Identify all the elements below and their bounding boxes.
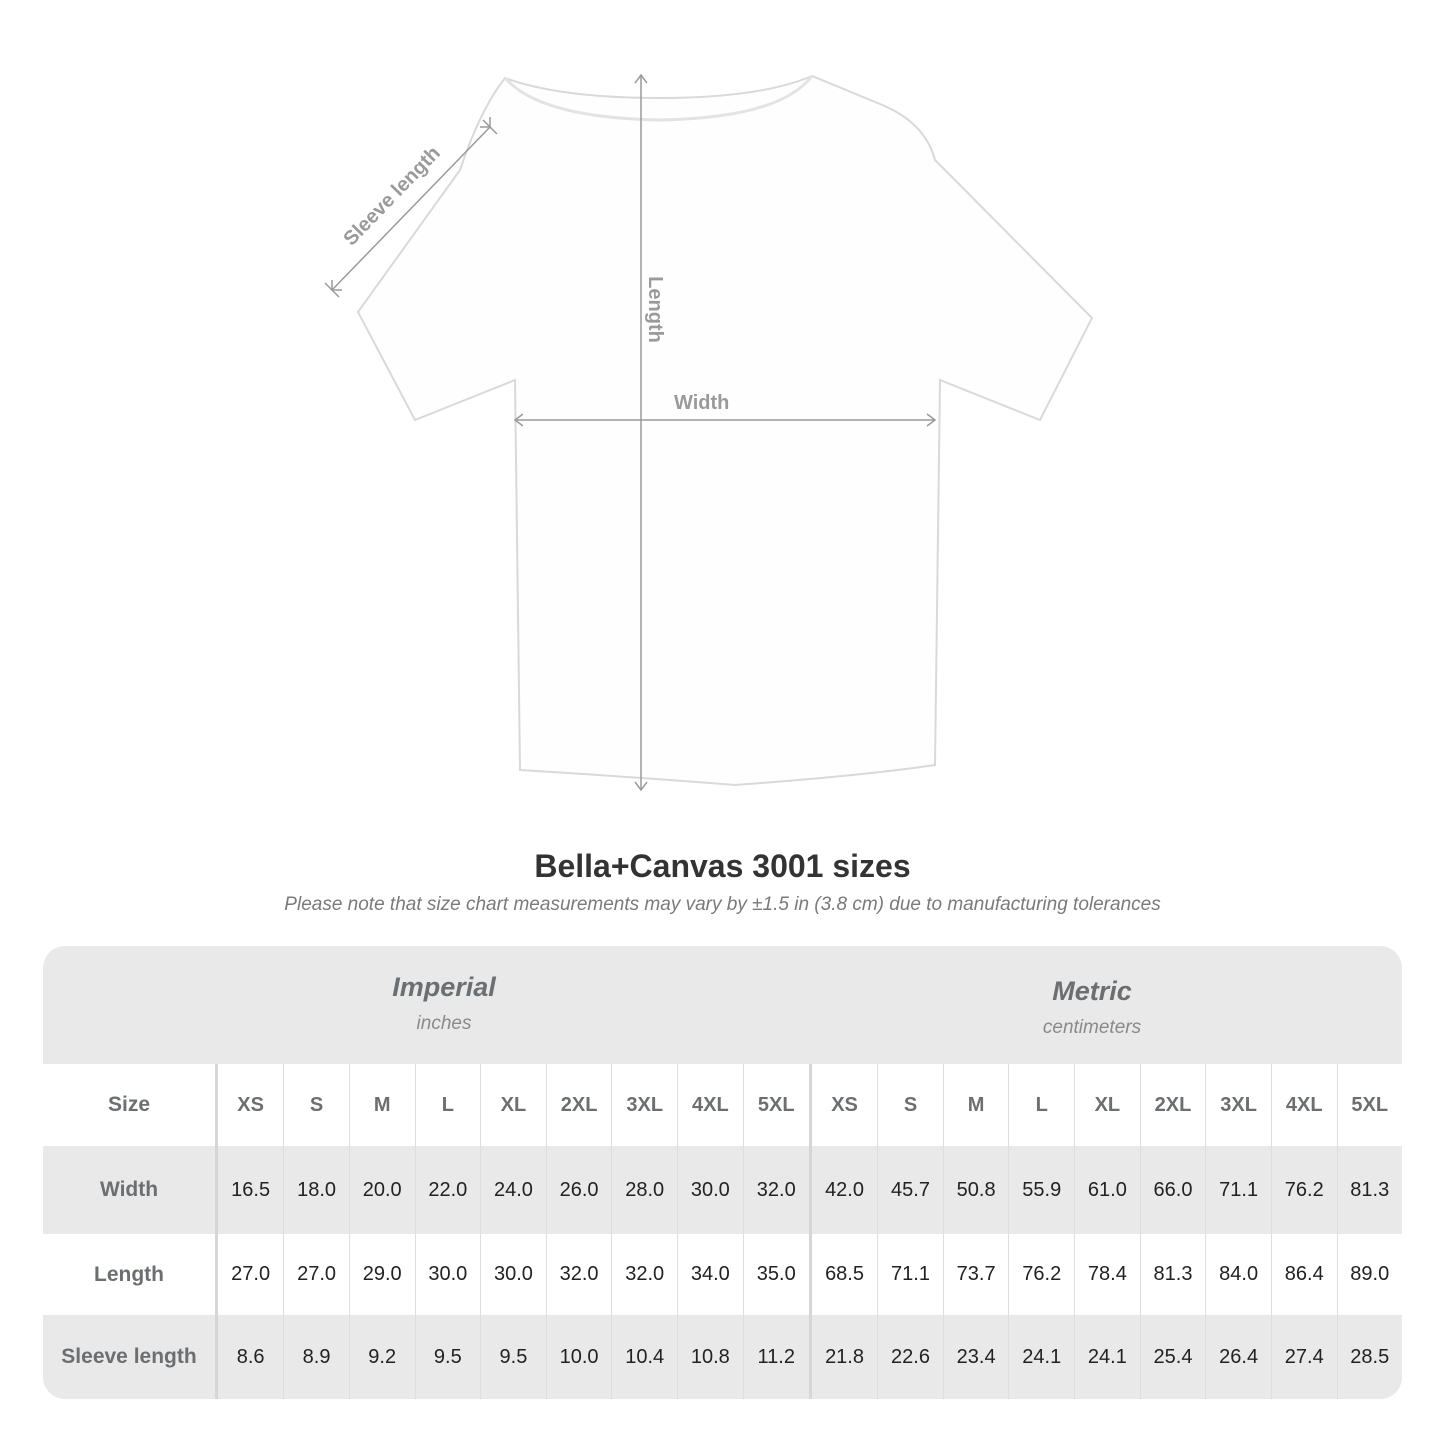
metric-size-5XL: 5XL <box>1336 1064 1402 1146</box>
imperial-size-2XL: 2XL <box>545 1064 612 1146</box>
metric-size-XL: XL <box>1074 1064 1141 1146</box>
imperial-value: 28.0 <box>611 1146 678 1234</box>
imperial-value: 29.0 <box>348 1234 416 1315</box>
imperial-value: 30.0 <box>480 1234 547 1315</box>
imperial-size-XS: XS <box>214 1064 284 1146</box>
metric-value: 45.7 <box>877 1146 944 1234</box>
imperial-value: 24.0 <box>480 1146 547 1234</box>
imperial-value: 30.0 <box>677 1146 744 1234</box>
metric-value: 71.1 <box>877 1234 944 1315</box>
metric-value: 71.1 <box>1205 1146 1272 1234</box>
metric-value: 42.0 <box>808 1146 878 1234</box>
imperial-value: 34.0 <box>677 1234 744 1315</box>
imperial-value: 18.0 <box>283 1146 350 1234</box>
imperial-value: 8.9 <box>283 1315 350 1399</box>
metric-size-S: S <box>877 1064 944 1146</box>
length-label: Length <box>643 276 666 343</box>
page-title: Bella+Canvas 3001 sizes <box>534 848 911 884</box>
imperial-value: 32.0 <box>742 1146 811 1234</box>
size-label: Size <box>107 1093 151 1116</box>
metric-value: 86.4 <box>1270 1234 1338 1315</box>
metric-value: 73.7 <box>942 1234 1009 1315</box>
imperial-size-XL: XL <box>480 1064 547 1146</box>
imperial-value: 27.0 <box>283 1234 350 1315</box>
metric-value: 84.0 <box>1205 1234 1272 1315</box>
metric-value: 22.6 <box>877 1315 944 1399</box>
sleeve-length-arrow <box>324 117 498 298</box>
metric-unit: centimeters <box>1042 1017 1142 1038</box>
metric-header: Metric centimeters <box>865 976 1319 1039</box>
metric-value: 78.4 <box>1074 1234 1141 1315</box>
imperial-value: 9.2 <box>348 1315 416 1399</box>
row-label: Sleeve length <box>61 1345 197 1368</box>
metric-size-3XL: 3XL <box>1205 1064 1272 1146</box>
metric-value: 25.4 <box>1139 1315 1206 1399</box>
imperial-size-L: L <box>414 1064 481 1146</box>
size-header-row: Size XS S M L XL 2XL 3XL 4XL 5XL XS S M L XL 2XL 3XL 4XL 5… <box>43 1064 1402 1146</box>
imperial-value: 27.0 <box>214 1234 284 1315</box>
imperial-value: 32.0 <box>545 1234 612 1315</box>
width-label: Width <box>674 392 730 414</box>
tolerance-note: Please note that size chart measurements… <box>284 894 1161 915</box>
imperial-value: 10.4 <box>611 1315 678 1399</box>
metric-value: 24.1 <box>1008 1315 1075 1399</box>
table-row: Sleeve length 8.6 8.9 9.2 9.5 9.5 10.0 10.4 10.8… <box>43 1315 1402 1399</box>
imperial-size-5XL: 5XL <box>742 1064 811 1146</box>
imperial-value: 10.0 <box>545 1315 612 1399</box>
imperial-value: 20.0 <box>348 1146 416 1234</box>
tshirt-diagram <box>324 73 1094 792</box>
size-chart: Imperial inches Metric centimeters Size X… <box>43 946 1402 1399</box>
width-arrow <box>513 413 937 427</box>
imperial-value: 35.0 <box>742 1234 811 1315</box>
imperial-value: 8.6 <box>214 1315 284 1399</box>
imperial-value: 22.0 <box>414 1146 481 1234</box>
metric-size-M: M <box>942 1064 1009 1146</box>
imperial-value: 16.5 <box>214 1146 284 1234</box>
metric-value: 81.3 <box>1336 1146 1402 1234</box>
metric-title: Metric <box>1052 976 1132 1006</box>
metric-value: 76.2 <box>1270 1146 1338 1234</box>
imperial-size-4XL: 4XL <box>677 1064 744 1146</box>
imperial-value: 10.8 <box>677 1315 744 1399</box>
tshirt-shape <box>356 74 1094 787</box>
imperial-value: 9.5 <box>414 1315 481 1399</box>
imperial-value: 26.0 <box>545 1146 612 1234</box>
metric-value: 24.1 <box>1074 1315 1141 1399</box>
row-label: Length <box>94 1262 164 1286</box>
imperial-size-M: M <box>348 1064 416 1146</box>
metric-value: 27.4 <box>1270 1315 1338 1399</box>
table-row: Width 16.5 18.0 20.0 22.0 24.0 26.0 28.0 30.0 32.… <box>43 1146 1402 1234</box>
metric-value: 21.8 <box>808 1315 878 1399</box>
metric-size-L: L <box>1008 1064 1075 1146</box>
metric-size-XS: XS <box>808 1064 878 1146</box>
length-arrow <box>634 73 648 792</box>
size-table: Size XS S M L XL 2XL 3XL 4XL 5XL XS S M L XL 2XL 3XL 4XL 5… <box>43 1064 1402 1399</box>
metric-value: 76.2 <box>1008 1234 1075 1315</box>
metric-value: 23.4 <box>942 1315 1009 1399</box>
metric-value: 61.0 <box>1074 1146 1141 1234</box>
imperial-value: 30.0 <box>414 1234 481 1315</box>
metric-value: 89.0 <box>1336 1234 1402 1315</box>
imperial-title: Imperial <box>392 972 496 1002</box>
metric-value: 55.9 <box>1008 1146 1075 1234</box>
imperial-header: Imperial inches <box>217 972 671 1035</box>
row-label: Width <box>99 1178 159 1201</box>
imperial-size-3XL: 3XL <box>611 1064 678 1146</box>
metric-value: 68.5 <box>808 1234 878 1315</box>
metric-size-2XL: 2XL <box>1139 1064 1206 1146</box>
metric-value: 66.0 <box>1139 1146 1206 1234</box>
metric-value: 26.4 <box>1205 1315 1272 1399</box>
metric-value: 50.8 <box>942 1146 1009 1234</box>
table-row: Length 27.0 27.0 29.0 30.0 30.0 32.0 32.0 34.0 35… <box>43 1234 1402 1315</box>
collar <box>503 75 814 122</box>
imperial-value: 11.2 <box>742 1315 811 1399</box>
metric-value: 81.3 <box>1139 1234 1206 1315</box>
imperial-size-S: S <box>283 1064 350 1146</box>
imperial-value: 9.5 <box>480 1315 547 1399</box>
metric-size-4XL: 4XL <box>1270 1064 1338 1146</box>
metric-value: 28.5 <box>1336 1315 1402 1399</box>
imperial-value: 32.0 <box>611 1234 678 1315</box>
imperial-unit: inches <box>416 1013 472 1034</box>
